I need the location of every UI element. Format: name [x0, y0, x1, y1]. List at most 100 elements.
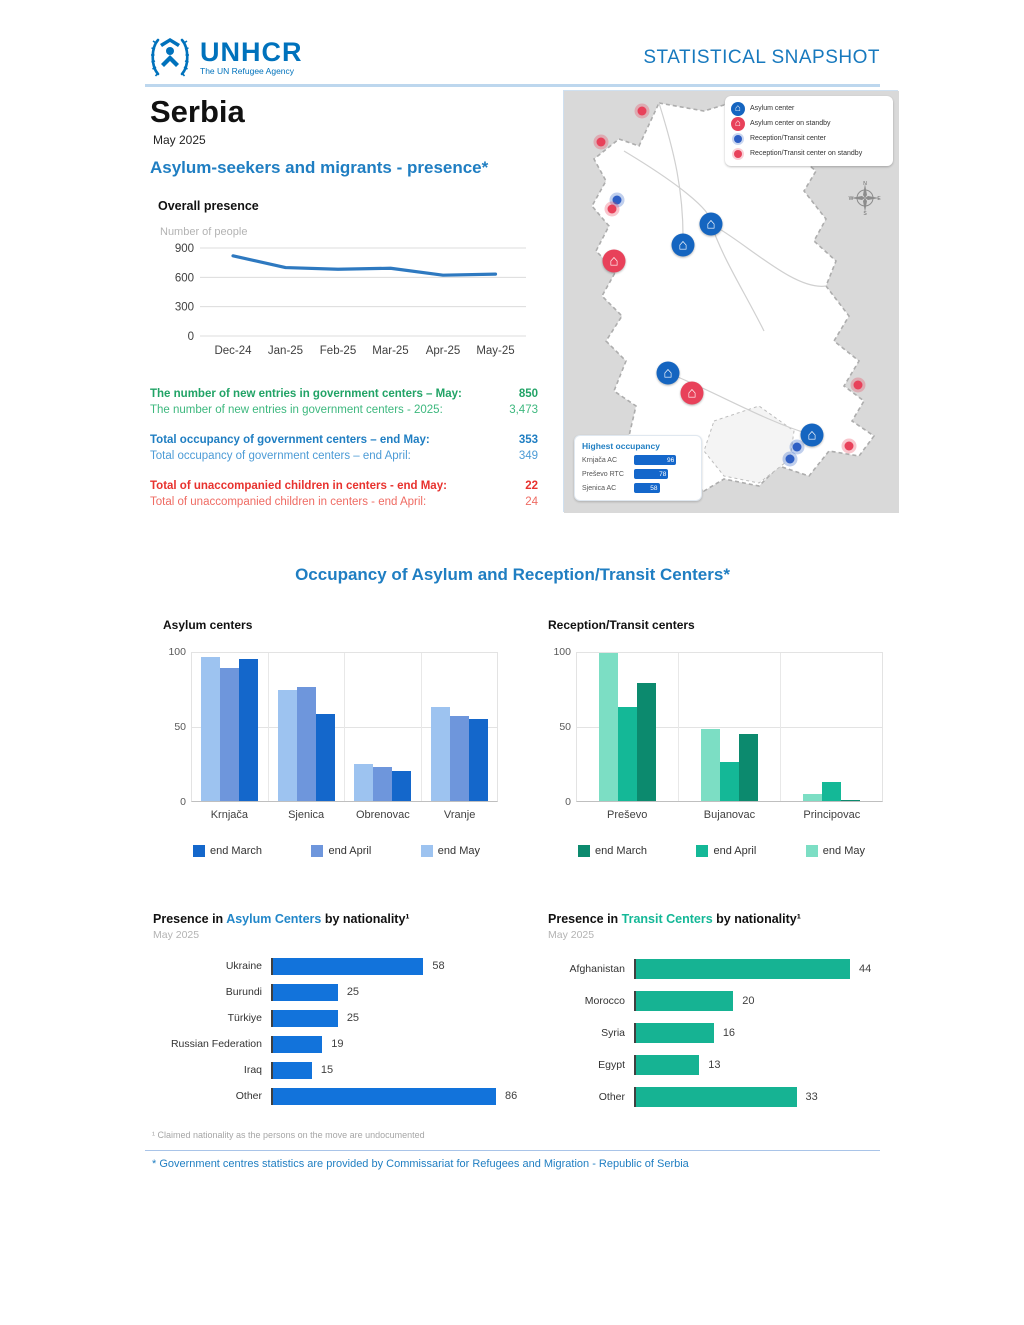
occupancy-row: Preševo RTC 78 — [582, 469, 694, 479]
map-legend-label: Reception/Transit center on standby — [750, 150, 863, 157]
legend-item: end May — [420, 845, 480, 857]
stat-row: Total of unaccompanied children in cente… — [150, 478, 538, 494]
category-label: Vranje — [443, 809, 476, 821]
chart-title: Presence in Asylum Centers by nationalit… — [153, 912, 410, 926]
bar-label: Afghanistan — [569, 963, 625, 975]
stat-label: Total of unaccompanied children in cente… — [150, 480, 447, 492]
chart-subtitle: May 2025 — [153, 929, 200, 941]
legend-label: end April — [328, 845, 372, 857]
bar-label: Syria — [601, 1027, 625, 1039]
bar — [803, 793, 822, 801]
occupancy-row: Sjenica AC 58 — [582, 483, 694, 493]
bar — [296, 687, 316, 801]
section-occupancy-title: Occupancy of Asylum and Reception/Transi… — [295, 565, 730, 584]
bar — [273, 1035, 323, 1053]
bar-group — [344, 653, 421, 801]
bar-label: Türkiye — [227, 1012, 262, 1024]
footnote-source: * Government centres statistics are prov… — [152, 1158, 689, 1170]
bar — [273, 1061, 312, 1079]
map-legend: ⌂ Asylum center ⌂ Asylum center on standby R… — [725, 96, 893, 166]
asylum-centers-chart: Asylum centers 100 50 0 Krnjača Sjenica Obre… — [163, 618, 498, 857]
stat-value: 850 — [518, 388, 538, 400]
stat-label: Total occupancy of government centers – … — [150, 450, 411, 462]
bar-label: Iraq — [243, 1064, 262, 1076]
chart-subtitle: May 2025 — [548, 929, 595, 941]
y-tick-label: 100 — [553, 646, 571, 658]
bar — [277, 690, 297, 801]
rtc-marker-icon — [792, 442, 802, 452]
chart-legend: end March end April end May — [548, 845, 883, 857]
ac-marker-icon: ⌂ — [671, 233, 695, 257]
y-tick-label: 0 — [565, 796, 571, 808]
bar-plot: 100 50 0 — [553, 646, 883, 808]
map-legend-row: ⌂ Asylum center — [731, 101, 887, 116]
bar-zone: 15 — [271, 1061, 528, 1079]
map-legend-row: Reception/Transit center on standby — [731, 146, 887, 161]
bar — [239, 658, 259, 801]
legend-label: end May — [437, 845, 480, 857]
bar — [739, 733, 758, 801]
chart-title: Asylum centers — [163, 618, 253, 632]
legend-label: end March — [595, 845, 647, 857]
bar-group — [420, 653, 498, 801]
bar-value: 25 — [346, 986, 360, 998]
bar — [468, 718, 488, 801]
highest-occupancy-title: Highest occupancy — [582, 441, 660, 451]
map-legend-row: Reception/Transit center — [731, 131, 887, 146]
bar-label: Morocco — [584, 995, 625, 1007]
stat-row: Total of unaccompanied children in cente… — [150, 494, 538, 510]
bar-label: Russian Federation — [170, 1038, 262, 1050]
map-legend-label: Reception/Transit center — [750, 135, 826, 142]
bar-value: 16 — [722, 1027, 736, 1039]
bar-zone: 44 — [634, 959, 923, 979]
svg-text:S: S — [863, 211, 867, 215]
bar-group — [267, 653, 345, 801]
gridline — [577, 727, 882, 728]
stat-value: 24 — [525, 496, 538, 508]
bar — [841, 799, 860, 801]
header-divider — [145, 84, 880, 87]
occupancy-center-label: Sjenica AC — [582, 484, 617, 492]
bar — [822, 781, 841, 801]
bar-row: Russian Federation 19 — [153, 1031, 528, 1057]
bar — [636, 1087, 797, 1107]
occupancy-value-badge: 78 — [634, 469, 669, 479]
occupancy-center-label: Krnjača AC — [582, 456, 618, 464]
occupancy-value-badge: 96 — [634, 455, 677, 465]
svg-text:E: E — [877, 196, 881, 202]
y-tick-label: 100 — [168, 646, 186, 658]
bar-group — [780, 653, 882, 801]
stat-label: Total of unaccompanied children in cente… — [150, 496, 427, 508]
bar-value: 58 — [432, 960, 445, 972]
bar — [701, 729, 720, 801]
bar-row: Iraq 15 — [153, 1057, 528, 1083]
svg-text:N: N — [863, 181, 867, 187]
footer-divider — [145, 1150, 880, 1151]
svg-text:600: 600 — [175, 272, 194, 284]
bar-label: Other — [235, 1090, 262, 1102]
svg-text:W: W — [849, 196, 854, 202]
rtc-marker-icon — [785, 454, 795, 464]
bar-group — [192, 653, 268, 801]
bar-zone: 86 — [271, 1087, 528, 1105]
bar-label: Burundi — [225, 986, 262, 998]
bar-rows: Afghanistan 44 Morocco 20 Syria 16 Egypt 13 Othe… — [548, 953, 923, 1113]
bar — [392, 771, 412, 801]
legend-swatch — [578, 845, 590, 857]
legend-item: end May — [805, 845, 865, 857]
bar-zone: 25 — [271, 1009, 528, 1027]
svg-text:Feb-25: Feb-25 — [320, 345, 356, 357]
rtc-legend-icon — [734, 134, 742, 143]
bar — [636, 959, 850, 979]
category-labels: Krnjača Sjenica Obrenovac Vranje — [191, 809, 498, 821]
legend-item: end March — [578, 845, 647, 857]
stat-row: The number of new entries in government … — [150, 402, 538, 418]
bar-row: Ukraine 58 — [153, 953, 528, 979]
bar-value: 44 — [859, 963, 872, 975]
logo-wordmark: UNHCR — [200, 36, 303, 67]
bar-row: Türkiye 25 — [153, 1005, 528, 1031]
svg-text:0: 0 — [188, 331, 194, 343]
ac-legend-icon: ⌂ — [731, 101, 745, 116]
bar-zone: 19 — [271, 1035, 528, 1053]
bar — [315, 714, 335, 801]
